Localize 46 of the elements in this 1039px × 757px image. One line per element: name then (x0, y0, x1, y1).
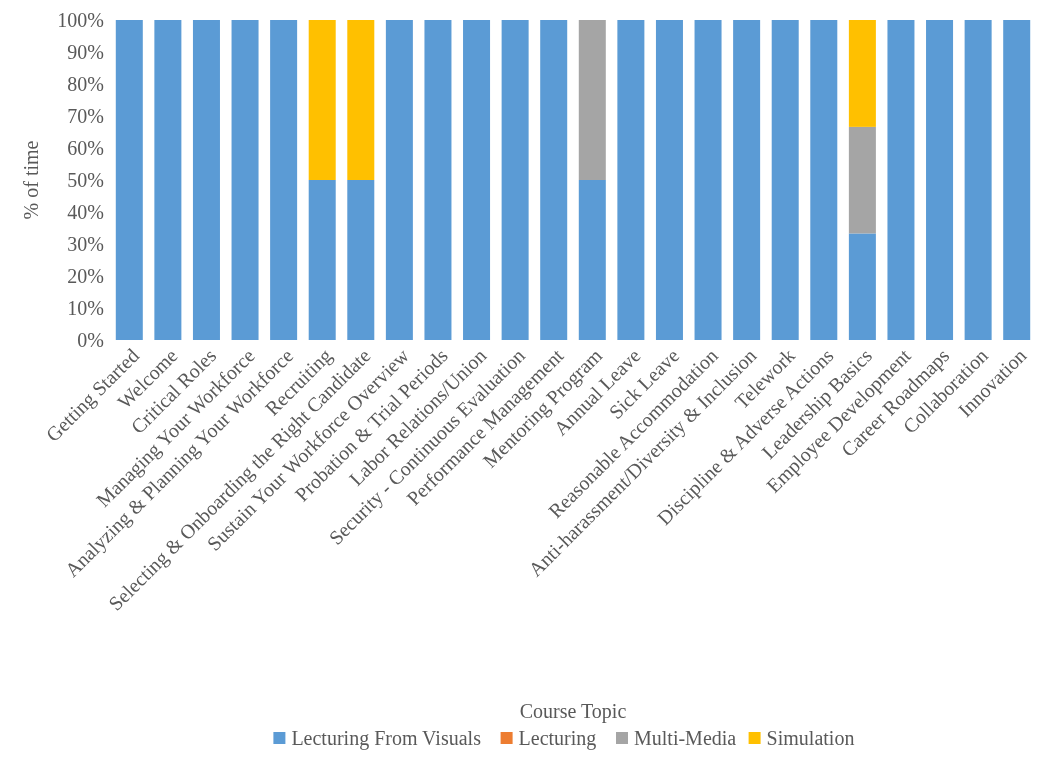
bar (154, 20, 182, 340)
y-tick-label: 10% (67, 297, 104, 319)
y-tick-label: 90% (67, 41, 104, 63)
bar (231, 20, 259, 340)
bar (424, 20, 452, 340)
bar (848, 126, 876, 234)
bar (887, 20, 915, 340)
bar (308, 20, 336, 180)
y-tick-label: 50% (67, 169, 104, 191)
legend-label: Lecturing From Visuals (291, 727, 482, 750)
bar (115, 20, 143, 340)
y-tick-label: 20% (67, 265, 104, 287)
bar (733, 20, 761, 340)
bar (578, 20, 606, 180)
legend-label: Multi-Media (634, 727, 737, 749)
bar (848, 20, 876, 127)
bar (501, 20, 529, 340)
y-tick-label: 30% (67, 233, 104, 255)
bar (540, 20, 568, 340)
y-tick-label: 60% (67, 137, 104, 159)
legend-label: Simulation (766, 727, 855, 749)
bar (192, 20, 220, 340)
bar (347, 20, 375, 180)
legend-label: Lecturing (518, 727, 597, 750)
bar (1003, 20, 1031, 340)
bar (578, 180, 606, 340)
bar (964, 20, 992, 340)
y-tick-label: 70% (67, 105, 104, 127)
y-tick-label: 100% (57, 9, 104, 31)
bar (694, 20, 722, 340)
bar (308, 180, 336, 340)
bar (655, 20, 683, 340)
y-axis-title: % of time (20, 140, 42, 220)
bar (810, 20, 838, 340)
bar (771, 20, 799, 340)
bar (617, 20, 645, 340)
bar (347, 180, 375, 340)
bar (848, 233, 876, 340)
y-tick-label: 0% (77, 329, 104, 351)
bar (463, 20, 491, 340)
x-axis-title: Course Topic (519, 700, 627, 723)
y-tick-label: 40% (67, 201, 104, 223)
bar (385, 20, 413, 340)
bar (270, 20, 298, 340)
bar (926, 20, 954, 340)
y-tick-label: 80% (67, 73, 104, 95)
